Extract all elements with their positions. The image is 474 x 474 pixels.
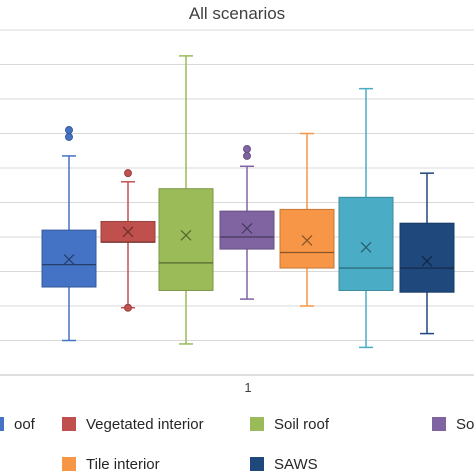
mean-marker	[63, 254, 75, 265]
legend-label: Vegetated interior	[86, 416, 204, 433]
legend-label: oof	[14, 416, 36, 433]
chart-title: All scenarios	[189, 4, 285, 23]
box-saws	[399, 172, 455, 335]
mean-marker	[180, 229, 192, 241]
box-iqr	[158, 188, 214, 291]
mean-marker	[421, 255, 433, 267]
box-series-group	[41, 55, 455, 349]
outlier-point	[243, 151, 251, 160]
legend-label: Soil roof	[274, 416, 330, 433]
legend-swatch	[432, 417, 446, 431]
mean-marker	[301, 235, 313, 246]
legend-label: So	[456, 416, 474, 433]
gridlines	[0, 29, 474, 376]
legend-swatch	[250, 457, 264, 471]
mean-marker	[360, 241, 372, 253]
box-soil-interior	[219, 145, 275, 300]
mean-marker	[241, 222, 253, 234]
mean-marker	[122, 226, 134, 238]
legend-swatch	[250, 417, 264, 431]
outlier-point	[124, 303, 132, 312]
box-vegetated-interior	[100, 169, 156, 312]
box-iqr	[41, 229, 97, 288]
outlier-point	[65, 132, 73, 141]
legend-swatch	[62, 417, 76, 431]
legend-label: Tile interior	[86, 456, 160, 473]
box-tile-roof	[41, 126, 97, 342]
legend-swatch	[62, 457, 76, 471]
box-soil-roof-2	[338, 87, 394, 349]
legend-swatch	[0, 417, 4, 431]
legend: oof Vegetated interior Soil roof So Tile int…	[0, 416, 474, 473]
outlier-point	[65, 126, 73, 135]
box-iqr	[399, 222, 455, 293]
legend-label: SAWS	[274, 456, 318, 473]
outlier-point	[124, 169, 132, 178]
box-iqr	[279, 208, 335, 269]
outlier-point	[243, 145, 251, 154]
box-tile-interior	[279, 132, 335, 307]
x-tick-label: 1	[244, 380, 251, 395]
box-iqr	[338, 196, 394, 291]
box-soil-roof	[158, 55, 214, 345]
box-iqr	[219, 210, 275, 250]
